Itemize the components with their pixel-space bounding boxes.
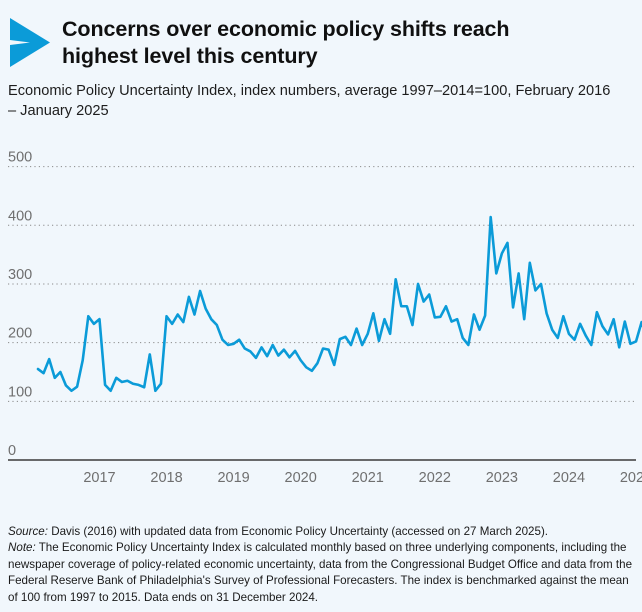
footnote-block: Source: Davis (2016) with updated data f… [8, 524, 634, 606]
x-tick-label: 2018 [150, 470, 182, 486]
page-title: Concerns over economic policy shifts rea… [62, 17, 510, 69]
y-tick-label: 0 [8, 443, 16, 459]
x-tick-label: 2020 [285, 470, 317, 486]
x-tick-label: 2022 [419, 470, 451, 486]
chevron-right-logo-icon [8, 14, 52, 72]
source-line: Source: Davis (2016) with updated data f… [8, 524, 634, 540]
chart-area: 0 100 200 300 400 500 2017 2018 2019 2020 2021 202… [0, 135, 642, 487]
y-axis-labels: 0 100 200 300 400 500 [8, 150, 32, 459]
x-tick-label: 2024 [553, 470, 585, 486]
note-label: Note: [8, 541, 36, 555]
source-text: Davis (2016) with updated data from Econ… [47, 524, 549, 538]
x-tick-label: 2023 [486, 470, 518, 486]
chart-subtitle: Economic Policy Uncertainty Index, index… [8, 83, 611, 119]
note-line: Note: The Economic Policy Uncertainty In… [8, 540, 634, 606]
x-tick-label: 2021 [352, 470, 384, 486]
x-tick-label: 2019 [217, 470, 249, 486]
note-text: The Economic Policy Uncertainty Index is… [8, 541, 633, 604]
line-chart: 0 100 200 300 400 500 2017 2018 2019 2020 2021 202… [8, 150, 642, 486]
y-tick-label: 200 [8, 326, 32, 342]
x-tick-label: 2017 [83, 470, 115, 486]
y-tick-label: 100 [8, 384, 32, 400]
x-axis-labels: 2017 2018 2019 2020 2021 2022 2023 2024 2025 [83, 470, 642, 486]
y-tick-label: 500 [8, 150, 32, 166]
y-tick-label: 300 [8, 267, 32, 283]
y-tick-label: 400 [8, 208, 32, 224]
source-label: Source: [8, 524, 48, 538]
header: Concerns over economic policy shifts rea… [0, 0, 642, 72]
data-line-epu-index [36, 215, 642, 393]
x-tick-label: 2025 [620, 470, 642, 486]
